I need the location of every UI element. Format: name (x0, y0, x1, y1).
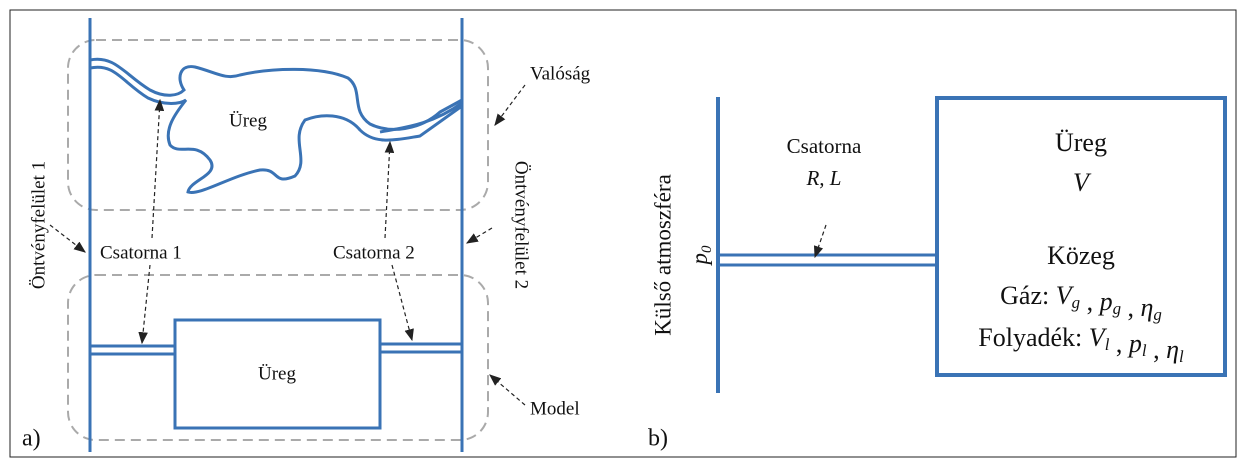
formula-part: η (1141, 293, 1154, 322)
panel-b: Külső atmoszféra p0 Csatorna R, L Üreg V… (648, 97, 1225, 452)
formula-part: Folyadék: (978, 323, 1089, 352)
model-box (68, 275, 488, 440)
arrow (142, 265, 150, 343)
arrow (392, 265, 412, 340)
channel-label: Csatorna (787, 134, 862, 158)
gas-label: Gáz: Vg , pg , ηg (1000, 281, 1162, 324)
formula-part: , (1147, 335, 1167, 364)
formula-part: , (1121, 293, 1141, 322)
surface-label: Öntvényfelület 2 (511, 161, 532, 289)
cavity-label: Üreg (258, 363, 296, 384)
liquid-label: Folyadék: Vl , pl , ηl (978, 323, 1184, 366)
volume-label: V (1073, 168, 1092, 197)
formula-part: p (687, 253, 712, 267)
figure: Üreg Valóság Csatorna 1 Csatorna 2 Üreg … (0, 0, 1247, 461)
arrow (385, 142, 390, 238)
subscript: l (1179, 347, 1184, 366)
subscript: g (1153, 305, 1161, 324)
medium-label: Közeg (1047, 241, 1115, 270)
arrow (50, 225, 85, 252)
frame (10, 10, 1236, 457)
panel-label: b) (648, 426, 668, 452)
channel-params: R, L (805, 166, 841, 190)
surface-label: Öntvényfelület 1 (28, 161, 49, 289)
arrow (152, 100, 160, 238)
cavity-outline (90, 59, 462, 129)
subscript: g (1113, 299, 1121, 318)
formula-part: , (1080, 287, 1100, 316)
formula-part: p (1127, 329, 1142, 358)
cavity-label: Üreg (229, 110, 267, 131)
reality-label: Valóság (530, 63, 591, 84)
arrow (490, 375, 525, 405)
arrow (815, 225, 826, 257)
cavity-label: Üreg (1055, 128, 1107, 157)
formula-part: η (1166, 335, 1179, 364)
subscript: g (1072, 293, 1080, 312)
atmosphere-label: Külső atmoszféra (650, 174, 675, 336)
pressure-label: p0 (687, 245, 715, 267)
panel-a: Üreg Valóság Csatorna 1 Csatorna 2 Üreg … (22, 18, 591, 452)
model-label: Model (530, 398, 580, 419)
formula-part: Gáz: (1000, 281, 1056, 310)
formula-part: p (1098, 287, 1113, 316)
subscript: 0 (699, 245, 715, 253)
channel-label: Csatorna 2 (333, 242, 415, 263)
channel-label: Csatorna 1 (100, 242, 182, 263)
formula-part: , (1109, 329, 1129, 358)
panel-label: a) (22, 426, 41, 452)
arrow (495, 85, 525, 125)
reality-box (68, 40, 488, 210)
arrow (467, 228, 492, 243)
